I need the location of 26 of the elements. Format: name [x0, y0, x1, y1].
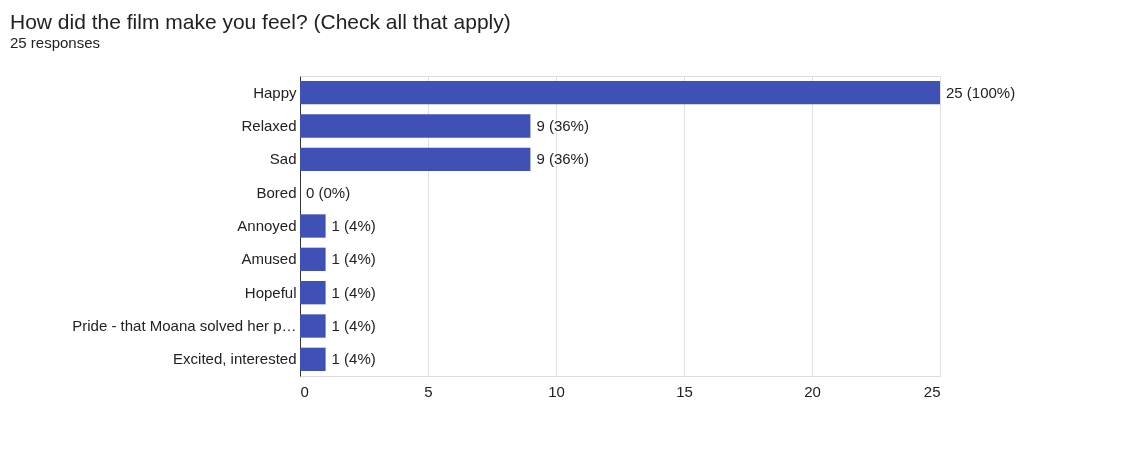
x-tick-label: 10	[548, 382, 565, 400]
y-tick-label: Pride - that Moana solved her p…	[72, 317, 297, 334]
y-tick-label: Happy	[253, 83, 297, 101]
y-tick-label: Relaxed	[241, 117, 297, 134]
x-tick-label: 5	[424, 382, 433, 400]
x-tick-label: 0	[300, 382, 309, 400]
y-tick-label: Hopeful	[244, 283, 297, 301]
y-tick-label: Excited, interested	[173, 350, 297, 368]
data-label: 1 (4%)	[331, 317, 376, 334]
x-tick-label: 25	[923, 382, 941, 400]
data-label: 0 (0%)	[306, 183, 351, 201]
data-label: 9 (36%)	[536, 150, 589, 168]
y-tick-label: Annoyed	[237, 217, 297, 234]
y-tick-label: Amused	[241, 250, 297, 268]
data-label: 1 (4%)	[331, 350, 376, 368]
data-label: 9 (36%)	[536, 117, 589, 134]
y-tick-label: Sad	[269, 150, 297, 168]
data-label: 1 (4%)	[331, 283, 376, 301]
data-label: 1 (4%)	[331, 217, 376, 234]
y-tick-label: Bored	[256, 183, 297, 201]
data-label: 1 (4%)	[331, 250, 376, 268]
x-tick-label: 20	[804, 382, 821, 400]
chart-title: How did the film make you feel? (Check all that apply)	[10, 10, 511, 33]
data-label: 25 (100%)	[946, 83, 1016, 101]
text: 25 responses	[10, 34, 101, 51]
x-tick-label: 15	[676, 382, 693, 400]
